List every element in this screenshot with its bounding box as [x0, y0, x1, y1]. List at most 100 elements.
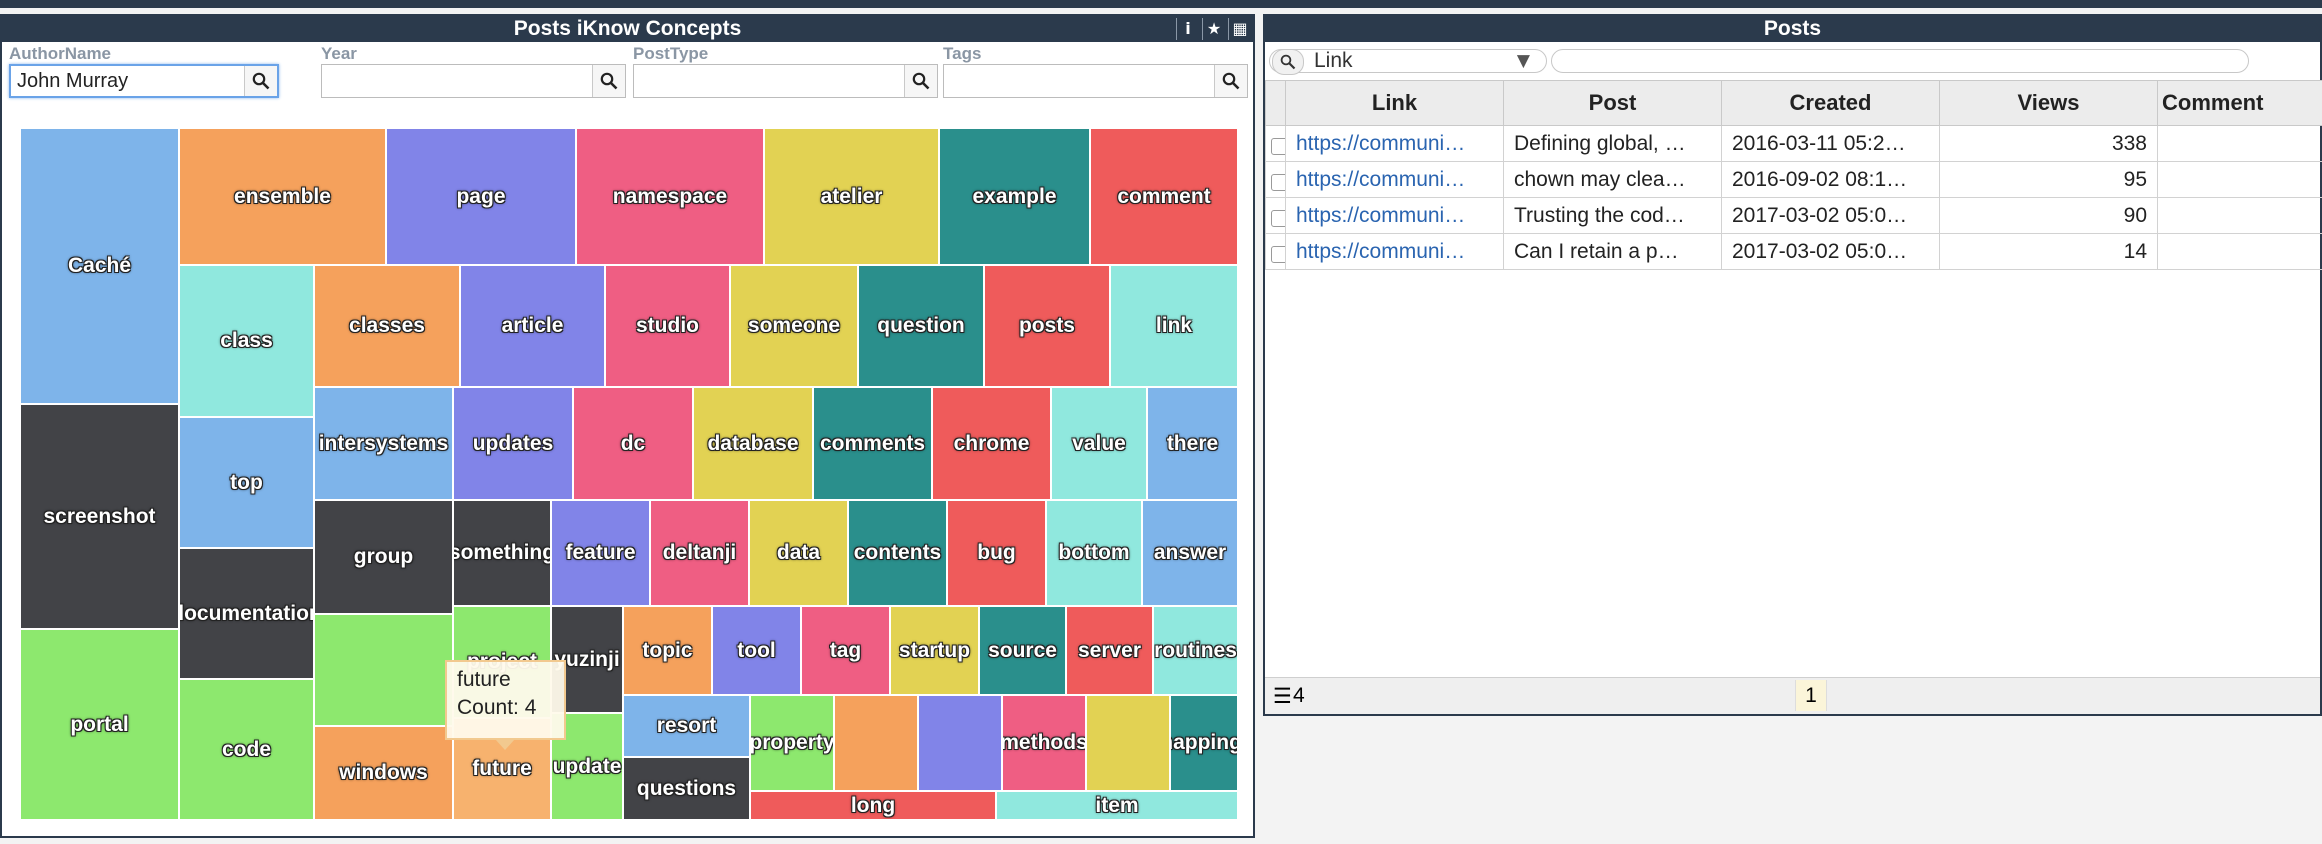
treemap-tile[interactable]: question	[858, 265, 984, 387]
link-cell[interactable]: https://communi…	[1285, 197, 1504, 234]
authorname-input[interactable]	[11, 66, 245, 96]
treemap-tile[interactable]: link	[1110, 265, 1238, 387]
search-button[interactable]	[904, 65, 937, 97]
treemap-tile[interactable]: startup	[890, 606, 979, 695]
column-header-post[interactable]: Post	[1503, 80, 1722, 126]
views-cell: 95	[1939, 161, 2158, 198]
treemap-tile[interactable]: windows	[314, 726, 453, 820]
column-header-comments[interactable]: Comment	[2157, 80, 2322, 126]
treemap-tile[interactable]	[834, 695, 918, 791]
treemap-tooltip: future Count: 4	[445, 660, 566, 750]
treemap-tile[interactable]: atelier	[764, 128, 939, 265]
treemap-tile[interactable]: posts	[984, 265, 1110, 387]
treemap-tile[interactable]: article	[460, 265, 605, 387]
treemap-tile[interactable]: documentation	[179, 548, 314, 679]
treemap-tile[interactable]: comments	[813, 387, 932, 500]
treemap-tile[interactable]: routines	[1153, 606, 1238, 695]
column-selector[interactable]: Link ▼	[1269, 49, 1547, 75]
link-cell[interactable]: https://communi…	[1285, 125, 1504, 162]
table-icon[interactable]: ▦	[1228, 18, 1251, 40]
row-checkbox[interactable]	[1271, 246, 1285, 263]
treemap-tile[interactable]	[314, 614, 453, 726]
treemap-tile[interactable]: namespace	[576, 128, 764, 265]
comments-cell	[2157, 197, 2322, 234]
treemap-tile[interactable]: item	[996, 791, 1238, 820]
row-checkbox[interactable]	[1271, 210, 1285, 227]
treemap-tile[interactable]: updates	[453, 387, 573, 500]
treemap-tile[interactable]: intersystems	[314, 387, 453, 500]
treemap-tile[interactable]: deltanji	[650, 500, 749, 606]
column-header-views[interactable]: Views	[1939, 80, 2158, 126]
treemap-tile[interactable]: classes	[314, 265, 460, 387]
treemap-tile[interactable]: tool	[712, 606, 801, 695]
magnifier-button[interactable]	[1272, 49, 1304, 75]
treemap-tile[interactable]: page	[386, 128, 576, 265]
treemap-tile[interactable]: feature	[551, 500, 650, 606]
treemap-tile[interactable]: methods	[1002, 695, 1086, 791]
treemap-tile[interactable]: top	[179, 417, 314, 548]
treemap-tile[interactable]: bug	[947, 500, 1046, 606]
table-row[interactable]: https://communi… Defining global, … 2016…	[1265, 125, 2322, 162]
link-cell[interactable]: https://communi…	[1285, 161, 1504, 198]
search-button[interactable]	[244, 66, 277, 96]
treemap-tile[interactable]: resort	[623, 695, 750, 757]
treemap-tile[interactable]: data	[749, 500, 848, 606]
treemap-tile[interactable]: group	[314, 500, 453, 614]
link-cell[interactable]: https://communi…	[1285, 233, 1504, 270]
treemap-tile[interactable]: source	[979, 606, 1066, 695]
year-input[interactable]	[322, 65, 593, 97]
search-button[interactable]	[592, 65, 625, 97]
treemap-tile[interactable]: screenshot	[20, 404, 179, 629]
treemap-tile[interactable]: code	[179, 679, 314, 820]
star-icon[interactable]: ★	[1202, 18, 1225, 40]
table-row[interactable]: https://communi… Trusting the cod… 2017-…	[1265, 197, 2322, 234]
row-checkbox[interactable]	[1271, 174, 1285, 191]
treemap-tile[interactable]: Caché	[20, 128, 179, 404]
treemap-tile[interactable]: long	[750, 791, 996, 820]
search-button[interactable]	[1214, 65, 1247, 97]
treemap-tile[interactable]: topic	[623, 606, 712, 695]
treemap-tile[interactable]: bottom	[1046, 500, 1142, 606]
treemap-tile[interactable]: property	[750, 695, 834, 791]
treemap-tile[interactable]	[918, 695, 1002, 791]
treemap-tile[interactable]	[1086, 695, 1170, 791]
treemap-tile[interactable]: answer	[1142, 500, 1238, 606]
treemap-tile[interactable]: studio	[605, 265, 730, 387]
treemap-tile[interactable]: ensemble	[179, 128, 386, 265]
concepts-treemap: Caché screenshot portal ensemble page na…	[20, 128, 1238, 820]
column-header-link[interactable]: Link	[1285, 80, 1504, 126]
treemap-tile[interactable]: comment	[1090, 128, 1238, 265]
row-checkbox-cell	[1265, 233, 1286, 270]
menu-icon[interactable]: ☰	[1273, 684, 1292, 708]
filter-box	[9, 64, 279, 98]
tooltip-count: Count: 4	[457, 696, 537, 719]
treemap-tile[interactable]: database	[693, 387, 813, 500]
treemap-tile[interactable]: questions	[623, 757, 750, 820]
row-checkbox[interactable]	[1271, 138, 1285, 155]
column-header-created[interactable]: Created	[1721, 80, 1940, 126]
posttype-input[interactable]	[634, 65, 905, 97]
treemap-tile[interactable]: dc	[573, 387, 693, 500]
treemap-tile[interactable]: someone	[730, 265, 858, 387]
views-cell: 14	[1939, 233, 2158, 270]
tooltip-pointer	[495, 739, 515, 750]
table-row[interactable]: https://communi… chown may clea… 2016-09…	[1265, 161, 2322, 198]
widget-title: Posts iKnow Concepts	[513, 17, 742, 40]
treemap-tile[interactable]: there	[1147, 387, 1238, 500]
treemap-tile[interactable]: portal	[20, 629, 179, 820]
treemap-tile[interactable]: contents	[848, 500, 947, 606]
treemap-tile[interactable]: value	[1051, 387, 1147, 500]
table-row[interactable]: https://communi… Can I retain a p… 2017-…	[1265, 233, 2322, 270]
treemap-tile[interactable]: example	[939, 128, 1090, 265]
info-icon[interactable]: i	[1176, 18, 1199, 40]
tags-input[interactable]	[944, 65, 1215, 97]
treemap-tile[interactable]: server	[1066, 606, 1153, 695]
treemap-tile[interactable]: class	[179, 265, 314, 417]
page-number[interactable]: 1	[1795, 680, 1827, 711]
table-search-input[interactable]	[1551, 49, 2249, 73]
treemap-tile[interactable]: tag	[801, 606, 890, 695]
treemap-tile[interactable]: chrome	[932, 387, 1051, 500]
treemap-tile[interactable]: mappings	[1170, 695, 1238, 791]
treemap-tile[interactable]: something	[453, 500, 551, 606]
post-cell: chown may clea…	[1503, 161, 1722, 198]
